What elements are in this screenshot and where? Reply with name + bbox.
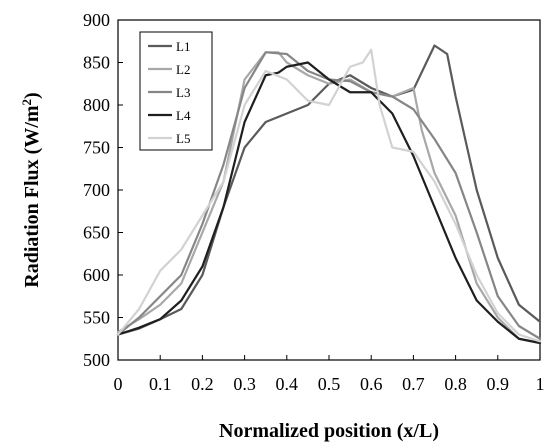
series-line-l5 <box>116 48 542 343</box>
x-tick-label: 0.7 <box>402 374 425 394</box>
y-tick-label: 750 <box>83 138 110 158</box>
legend-label-l2: L2 <box>176 62 190 77</box>
y-tick-label: 700 <box>83 180 110 200</box>
x-tick-label: 0.1 <box>149 374 172 394</box>
x-axis-label: Normalized position (x/L) <box>219 420 439 442</box>
y-tick-label: 650 <box>83 223 110 243</box>
x-tick-label: 0.2 <box>191 374 214 394</box>
y-tick-label: 900 <box>83 10 110 30</box>
y-axis-ticks: 500 550 600 650 700 750 800 850 900 <box>83 10 123 370</box>
legend-label-l3: L3 <box>176 85 190 100</box>
legend-label-l5: L5 <box>176 131 190 146</box>
x-tick-label: 0.5 <box>318 374 341 394</box>
series-line-l4 <box>116 61 542 345</box>
y-axis-label: Radiation Flux (W/m2) <box>19 92 44 287</box>
legend-label-l1: L1 <box>176 39 190 54</box>
y-tick-label: 550 <box>83 308 110 328</box>
series-lines <box>116 44 542 345</box>
x-axis-ticks: 0 0.1 0.2 0.3 0.4 0.5 0.6 0.7 0.8 0.9 1 <box>114 355 545 394</box>
y-tick-label: 800 <box>83 95 110 115</box>
x-tick-label: 0 <box>114 374 123 394</box>
legend-label-l4: L4 <box>176 108 191 123</box>
y-tick-label: 500 <box>83 350 110 370</box>
x-tick-label: 0.9 <box>487 374 510 394</box>
x-tick-label: 0.4 <box>276 374 299 394</box>
legend: L1 L2 L3 L4 L5 <box>139 31 213 151</box>
y-tick-label: 850 <box>83 53 110 73</box>
x-tick-label: 0.6 <box>360 374 383 394</box>
y-tick-label: 600 <box>83 265 110 285</box>
x-tick-label: 0.3 <box>233 374 256 394</box>
x-tick-label: 1 <box>536 374 545 394</box>
x-tick-label: 0.8 <box>444 374 467 394</box>
